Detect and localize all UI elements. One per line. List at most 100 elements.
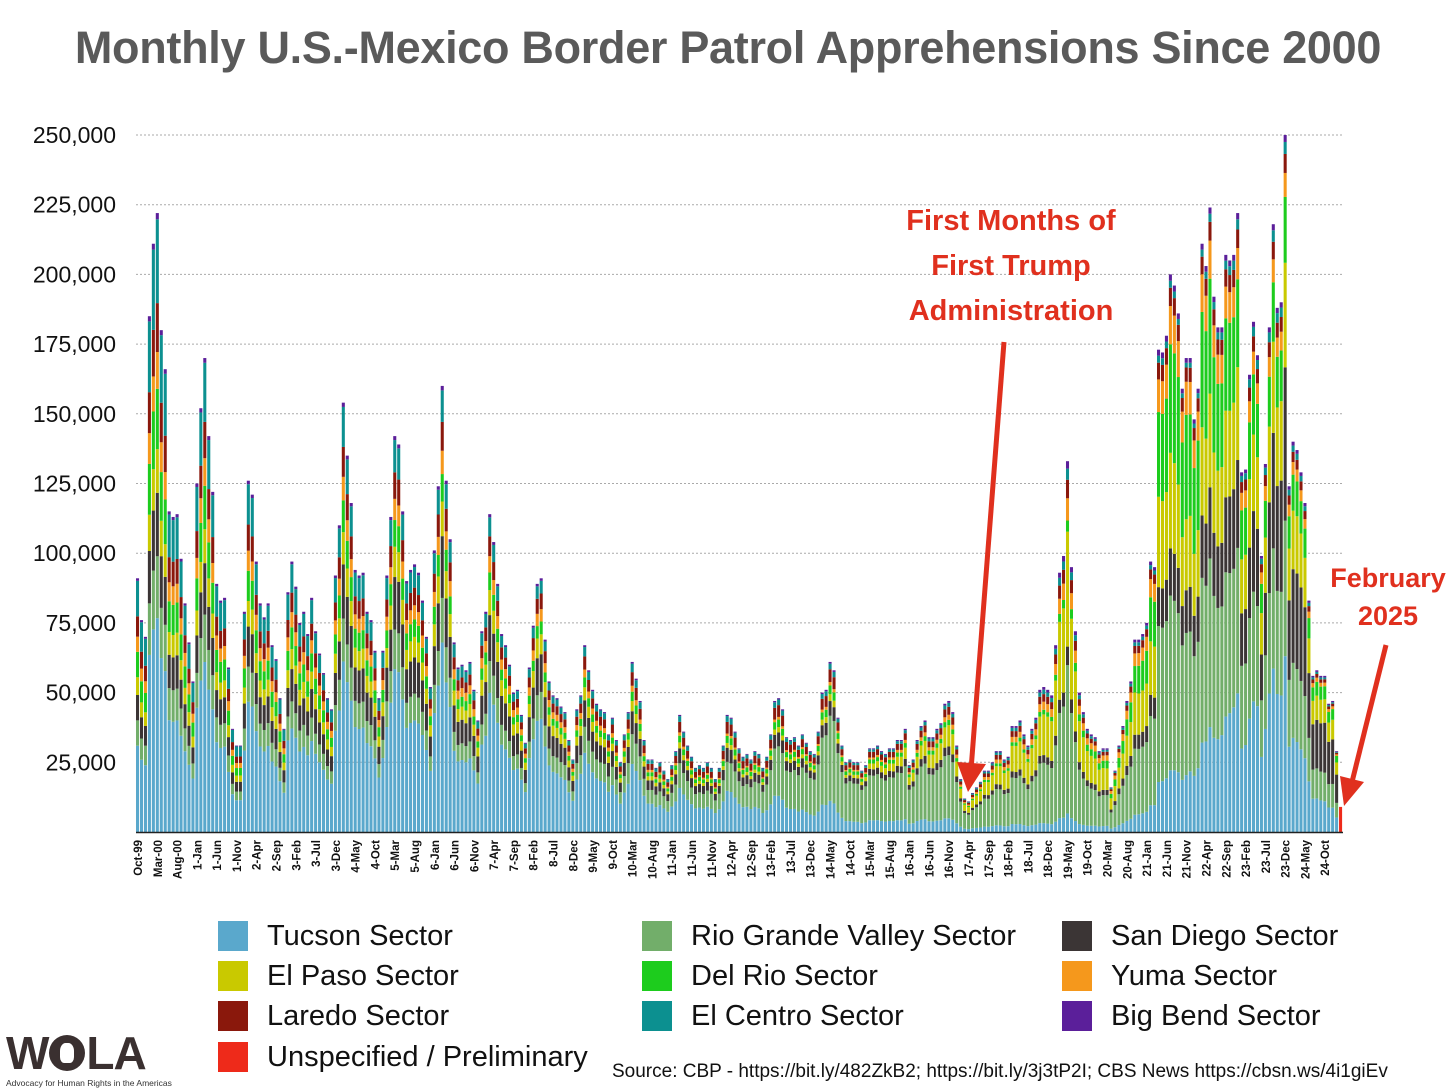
bar-segment-yuma xyxy=(1283,172,1287,197)
month-bar xyxy=(1129,681,1133,832)
bar-segment-laredo xyxy=(899,743,903,750)
bar-segment-el-paso xyxy=(306,696,310,712)
bar-segment-laredo xyxy=(705,766,709,774)
bar-segment-del-rio xyxy=(484,652,488,665)
bar-segment-rio-grande-valley xyxy=(1311,769,1315,799)
bar-segment-big-bend xyxy=(179,558,183,562)
bar-segment-san-diego xyxy=(642,766,646,779)
bar-segment-yuma xyxy=(1220,354,1224,384)
bar-segment-tucson xyxy=(1145,811,1149,832)
bar-segment-tucson xyxy=(523,792,527,832)
bar-segment-tucson xyxy=(341,661,345,832)
bar-segment-yuma xyxy=(464,692,468,702)
bar-segment-san-diego xyxy=(349,625,353,668)
bar-segment-san-diego xyxy=(939,759,943,768)
bar-segment-del-rio xyxy=(230,755,235,765)
bar-segment-laredo xyxy=(1145,629,1149,637)
bar-segment-del-rio xyxy=(666,788,670,792)
bar-segment-el-centro xyxy=(227,669,231,689)
bar-segment-big-bend xyxy=(1014,726,1018,728)
legend-swatch xyxy=(1062,1001,1092,1031)
bar-segment-el-centro xyxy=(618,762,622,767)
month-bar xyxy=(974,787,979,832)
bar-segment-tucson xyxy=(1149,805,1153,832)
bar-segment-tucson xyxy=(733,797,737,832)
month-bar xyxy=(147,316,151,832)
bar-segment-del-rio xyxy=(539,621,543,635)
bar-segment-el-paso xyxy=(951,734,955,755)
bar-segment-rio-grande-valley xyxy=(1228,573,1232,714)
bar-segment-yuma xyxy=(1117,752,1121,758)
bar-segment-del-rio xyxy=(971,798,975,801)
bar-segment-rio-grande-valley xyxy=(448,677,452,708)
bar-segment-el-centro xyxy=(1291,445,1295,452)
month-bar xyxy=(468,661,472,832)
month-bar xyxy=(579,695,583,832)
bar-segment-laredo xyxy=(258,631,262,649)
bar-segment-san-diego xyxy=(1085,780,1089,787)
bar-segment-yuma xyxy=(543,663,547,673)
bar-segment-el-paso xyxy=(1255,457,1259,529)
bar-segment-tucson xyxy=(1263,728,1267,832)
bar-segment-laredo xyxy=(1062,569,1066,584)
bar-segment-san-diego xyxy=(994,784,998,790)
bar-segment-laredo xyxy=(420,620,424,636)
bar-segment-yuma xyxy=(195,557,199,579)
bar-segment-el-paso xyxy=(848,772,852,776)
bar-segment-big-bend xyxy=(1022,734,1026,737)
bar-segment-yuma xyxy=(1208,240,1212,279)
bar-segment-el-paso xyxy=(282,762,286,771)
bar-segment-del-rio xyxy=(318,695,322,710)
bar-segment-el-paso xyxy=(555,727,559,739)
bar-segment-big-bend xyxy=(199,408,203,413)
bar-segment-san-diego xyxy=(389,629,393,672)
bar-segment-yuma xyxy=(626,728,630,734)
bar-segment-san-diego xyxy=(777,732,781,747)
bar-segment-san-diego xyxy=(282,770,286,783)
bar-segment-yuma xyxy=(523,753,527,759)
month-bar xyxy=(630,661,634,832)
bar-segment-yuma xyxy=(468,685,472,695)
legend-label: Big Bend Sector xyxy=(1111,999,1321,1032)
bar-segment-el-centro xyxy=(868,749,872,752)
bar-segment-el-centro xyxy=(365,613,369,634)
bar-segment-yuma xyxy=(982,777,986,780)
bar-segment-laredo xyxy=(753,755,757,764)
bar-segment-el-paso xyxy=(1220,467,1224,543)
bar-segment-laredo xyxy=(864,767,868,773)
bar-segment-yuma xyxy=(1069,593,1073,610)
bar-segment-rio-grande-valley xyxy=(1172,600,1176,771)
bar-segment-laredo xyxy=(1038,696,1042,705)
bar-segment-rio-grande-valley xyxy=(638,756,642,781)
bar-segment-tucson xyxy=(579,773,583,832)
bar-segment-yuma xyxy=(1267,357,1271,377)
bar-segment-del-rio xyxy=(1196,440,1200,531)
bar-segment-san-diego xyxy=(1180,606,1184,646)
bar-segment-laredo xyxy=(800,739,804,748)
bar-segment-del-rio xyxy=(1180,442,1184,538)
month-bar xyxy=(828,661,832,832)
month-bar xyxy=(349,503,353,832)
bar-segment-rio-grande-valley xyxy=(211,675,215,710)
x-tick-label: 12-Sep xyxy=(746,840,758,878)
bar-segment-tucson xyxy=(610,785,614,832)
bar-segment-el-paso xyxy=(971,800,975,808)
bar-segment-big-bend xyxy=(599,709,603,711)
bar-segment-laredo xyxy=(1160,364,1165,382)
bar-segment-big-bend xyxy=(151,243,155,250)
bar-segment-rio-grande-valley xyxy=(792,770,796,809)
bar-segment-laredo xyxy=(448,562,452,582)
bar-segment-el-centro xyxy=(444,484,448,509)
bar-segment-tucson xyxy=(978,827,982,832)
bar-segment-big-bend xyxy=(745,753,749,755)
bar-segment-yuma xyxy=(349,559,353,578)
bar-segment-laredo xyxy=(923,725,927,733)
bar-segment-laredo xyxy=(1117,748,1121,753)
x-tick-label: 18-Feb xyxy=(1004,840,1016,877)
month-bar xyxy=(155,213,159,832)
month-bar xyxy=(808,751,812,832)
bar-segment-rio-grande-valley xyxy=(353,700,357,728)
bar-segment-del-rio xyxy=(1006,768,1010,771)
bar-segment-big-bend xyxy=(1319,675,1323,678)
bar-segment-yuma xyxy=(994,759,998,764)
